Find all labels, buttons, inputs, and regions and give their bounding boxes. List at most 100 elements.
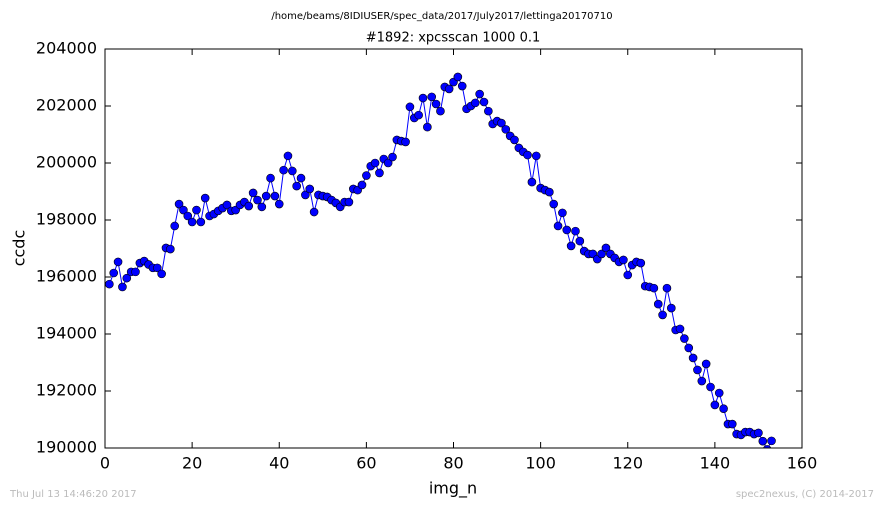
data-point: [152, 263, 162, 273]
data-point: [113, 257, 123, 267]
data-point: [649, 283, 659, 293]
data-point: [192, 205, 201, 215]
x-tick-label: 20: [182, 454, 202, 473]
plot-frame: [104, 48, 803, 449]
data-point: [274, 199, 284, 209]
data-point: [170, 221, 179, 231]
data-point: [196, 217, 206, 227]
data-point: [357, 180, 367, 190]
data-point: [658, 310, 667, 320]
data-point: [767, 436, 776, 446]
data-point: [301, 190, 310, 200]
x-tick-label: 160: [787, 454, 818, 473]
data-point: [436, 106, 445, 116]
data-point: [257, 202, 267, 212]
data-point: [619, 255, 628, 265]
data-point: [253, 195, 262, 205]
data-point: [187, 217, 197, 227]
data-point: [479, 97, 489, 107]
x-tick-label: 40: [269, 454, 289, 473]
data-point: [248, 188, 258, 198]
data-point: [475, 89, 484, 99]
data-point: [296, 173, 306, 183]
data-point: [401, 137, 410, 147]
data-point: [653, 299, 663, 309]
y-tick-label: 204000: [36, 39, 97, 58]
data-point: [523, 150, 532, 160]
data-point: [684, 343, 694, 353]
data-point: [688, 353, 698, 363]
data-point: [527, 177, 537, 187]
y-tick-label: 194000: [36, 324, 97, 343]
data-point: [279, 165, 288, 175]
data-point: [183, 211, 193, 221]
data-line: [108, 76, 772, 448]
data-point: [200, 193, 210, 203]
data-point: [418, 93, 428, 103]
data-point: [370, 158, 380, 168]
data-point: [166, 244, 175, 254]
data-point: [545, 187, 554, 197]
data-point: [484, 106, 493, 116]
data-point: [719, 404, 728, 413]
y-tick-label: 200000: [36, 153, 97, 172]
y-tick-label: 196000: [36, 267, 97, 286]
data-point: [623, 270, 633, 280]
data-point: [270, 191, 280, 201]
data-point: [675, 324, 685, 334]
data-point: [105, 279, 114, 289]
data-point: [510, 135, 519, 145]
data-point: [309, 207, 319, 217]
plot-data: [105, 72, 776, 448]
x-tick-label: 140: [700, 454, 731, 473]
data-point: [562, 225, 572, 235]
data-point: [288, 166, 297, 176]
x-tick-label: 60: [356, 454, 376, 473]
data-point: [375, 168, 384, 178]
x-tick-label: 80: [443, 454, 463, 473]
data-point: [549, 199, 558, 209]
y-tick-label: 198000: [36, 210, 97, 229]
data-point: [697, 376, 707, 386]
data-point: [292, 181, 301, 191]
data-point: [388, 152, 397, 162]
data-point: [714, 388, 724, 398]
x-tick-label: 100: [525, 454, 556, 473]
data-point: [362, 171, 371, 180]
data-point: [344, 197, 354, 207]
data-point: [693, 365, 702, 375]
chart-title: #1892: xpcsscan 1000 0.1: [366, 31, 541, 46]
footer-right: spec2nexus, (C) 2014-2017: [736, 489, 874, 500]
data-point: [701, 359, 711, 369]
data-point: [244, 201, 254, 211]
data-point: [571, 226, 580, 236]
data-point: [597, 249, 606, 259]
footer-left: Thu Jul 13 14:46:20 2017: [9, 489, 137, 500]
data-point: [383, 158, 393, 168]
data-point: [566, 241, 576, 251]
suptitle: /home/beams/8IDIUSER/spec_data/2017/July…: [271, 11, 612, 22]
data-point: [283, 151, 293, 161]
y-tick-label: 190000: [36, 438, 97, 457]
data-point: [457, 81, 467, 91]
data-point: [179, 205, 188, 215]
data-point: [758, 436, 768, 446]
data-point: [706, 382, 715, 392]
data-point: [423, 122, 432, 132]
data-point: [727, 419, 737, 429]
y-tick-label: 202000: [36, 96, 97, 115]
data-point: [261, 191, 271, 201]
data-point: [405, 102, 415, 112]
data-point: [118, 282, 127, 292]
data-point: [122, 273, 132, 283]
data-point: [444, 84, 454, 94]
data-point: [754, 428, 763, 438]
data-point: [667, 303, 676, 313]
data-point: [763, 445, 772, 448]
data-point: [501, 125, 511, 134]
data-point: [601, 243, 611, 253]
data-point: [575, 236, 585, 246]
y-axis-label: ccdc: [10, 230, 29, 267]
data-point: [553, 221, 563, 231]
